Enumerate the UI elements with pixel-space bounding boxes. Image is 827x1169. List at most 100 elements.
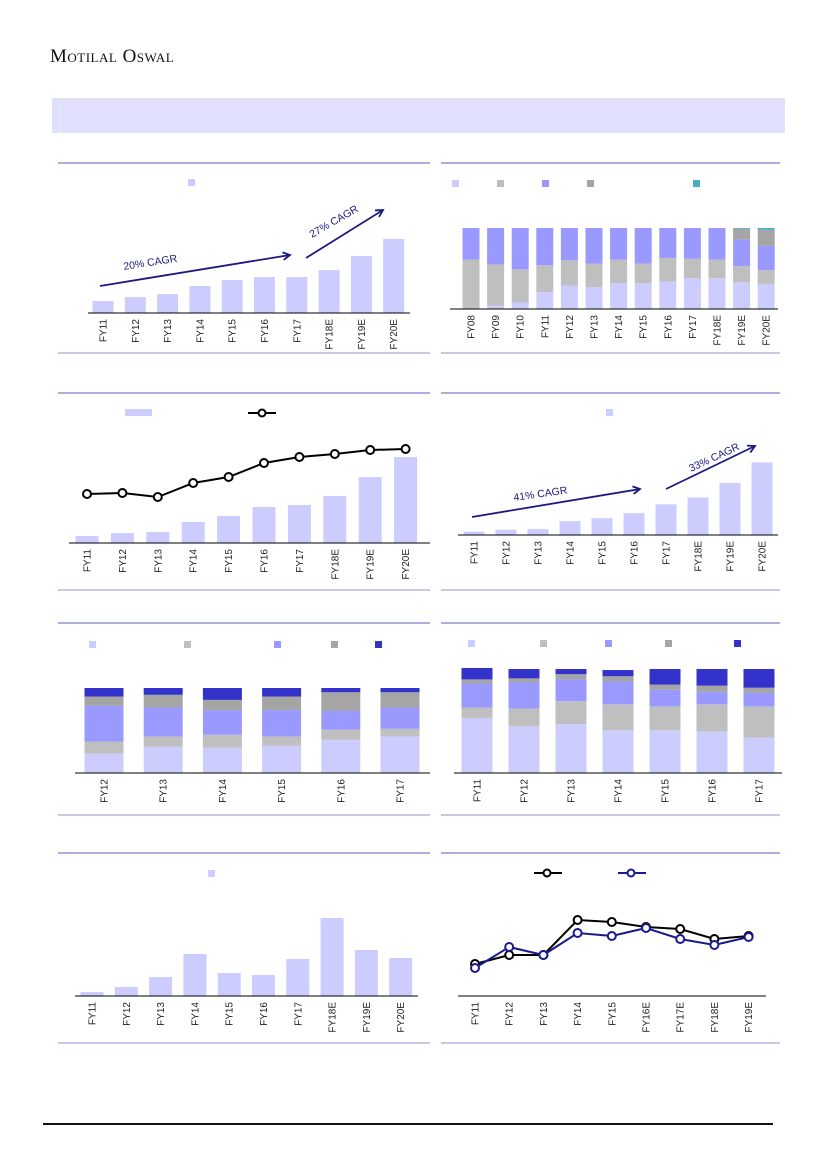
bar-FY16 bbox=[254, 277, 275, 313]
x-tick-label: FY16 bbox=[708, 779, 719, 803]
x-tick-label: FY12 bbox=[131, 319, 142, 343]
x-tick-label: FY17 bbox=[662, 541, 673, 565]
x-tick-label: FY12 bbox=[118, 549, 129, 573]
legend-swatch bbox=[734, 640, 741, 647]
x-tick-label: FY11 bbox=[83, 549, 94, 573]
stack-segment-FY17-2 bbox=[380, 707, 420, 729]
stack-segment-FY16-1 bbox=[696, 704, 728, 732]
stack-segment-FY19E-4 bbox=[733, 228, 751, 229]
x-tick-label: FY13 bbox=[567, 779, 578, 803]
chart-c3: FY11 FY12 FY13 FY14 FY15 FY16 FY17 FY18E FY19E FY… bbox=[69, 444, 430, 580]
legend-swatch bbox=[208, 870, 215, 877]
stack-segment-FY12-3 bbox=[508, 678, 540, 683]
legend-swatch bbox=[587, 180, 594, 187]
x-tick-label: FY11 bbox=[470, 541, 481, 565]
x-tick-label: FY19E bbox=[744, 1002, 755, 1033]
x-tick-label: FY12 bbox=[520, 779, 531, 803]
x-tick-label: FY09 bbox=[491, 315, 502, 339]
bar-FY11 bbox=[92, 301, 114, 313]
x-tick-label: FY19E bbox=[357, 319, 368, 350]
stack-segment-FY13-1 bbox=[555, 701, 587, 725]
bar-FY14 bbox=[183, 954, 207, 996]
stack-segment-FY08-2 bbox=[462, 228, 480, 260]
x-tick-label: FY15 bbox=[224, 549, 235, 573]
x-tick-label: FY10 bbox=[516, 315, 527, 339]
data-point-FY19E bbox=[743, 932, 754, 942]
stack-segment-FY17-4 bbox=[380, 688, 420, 693]
legend-swatch bbox=[452, 180, 459, 187]
x-tick-label: FY20E bbox=[389, 319, 400, 350]
legend-swatch bbox=[540, 640, 547, 647]
stack-segment-FY18E-1 bbox=[708, 259, 726, 279]
x-tick-label: FY15 bbox=[639, 315, 650, 339]
chart-c2: FY08 FY09 FY10 FY11 FY12 FY13 FY14 FY15 FY16 FY17… bbox=[450, 228, 778, 346]
data-point-FY17 bbox=[294, 452, 305, 462]
bar-FY14 bbox=[181, 522, 205, 543]
stack-segment-FY13-1 bbox=[143, 736, 183, 747]
stack-segment-FY15-3 bbox=[262, 696, 302, 711]
stack-segment-FY16-2 bbox=[696, 691, 728, 705]
stack-segment-FY16-3 bbox=[696, 685, 728, 692]
x-tick-label: FY15 bbox=[607, 1002, 618, 1026]
bar-FY20E bbox=[394, 457, 418, 543]
bar-FY18E bbox=[320, 918, 344, 996]
chart-c4: FY11 FY12 FY13 FY14 FY15 FY16 FY17 FY18E FY19E FY… bbox=[458, 462, 778, 572]
data-point-FY18E bbox=[329, 449, 340, 459]
cagr-label: 41% CAGR bbox=[513, 484, 569, 503]
stack-segment-FY11-0 bbox=[536, 291, 554, 309]
stack-segment-FY16-3 bbox=[321, 692, 361, 711]
stack-segment-FY12-2 bbox=[84, 705, 124, 742]
data-point-FY13 bbox=[538, 950, 549, 960]
x-tick-label: FY13 bbox=[590, 315, 601, 339]
stack-segment-FY14-2 bbox=[202, 710, 242, 735]
bar-FY13 bbox=[146, 532, 170, 543]
bar-FY20E bbox=[751, 462, 773, 535]
data-point-FY12 bbox=[504, 950, 515, 960]
data-point-FY15 bbox=[606, 931, 617, 941]
x-tick-label: FY14 bbox=[218, 779, 229, 803]
stack-segment-FY13-1 bbox=[585, 263, 603, 288]
legend-swatch bbox=[188, 179, 195, 186]
x-tick-label: FY18E bbox=[325, 319, 336, 350]
bar-FY12 bbox=[124, 297, 146, 313]
stack-segment-FY14-2 bbox=[602, 681, 634, 705]
bar-FY12 bbox=[114, 987, 138, 996]
legend-swatch bbox=[331, 641, 338, 648]
bar-FY16 bbox=[252, 507, 276, 543]
x-tick-label: FY19E bbox=[737, 315, 748, 346]
stack-segment-FY12-3 bbox=[84, 696, 124, 706]
legend-swatch bbox=[665, 640, 672, 647]
stack-segment-FY19E-1 bbox=[733, 266, 751, 283]
stack-segment-FY12-4 bbox=[508, 669, 540, 679]
x-tick-label: FY16 bbox=[260, 549, 271, 573]
data-point-FY11 bbox=[470, 963, 480, 973]
bar-FY19E bbox=[350, 256, 372, 313]
stack-segment-FY13-2 bbox=[143, 707, 183, 737]
stack-segment-FY16-4 bbox=[696, 669, 728, 686]
chart-c7: FY11 FY12 FY13 FY14 FY15 FY16 FY17 FY18E FY19E FY… bbox=[75, 918, 418, 1033]
data-point-FY19E bbox=[365, 445, 376, 455]
stack-segment-FY12-0 bbox=[84, 753, 124, 773]
x-tick-label: FY13 bbox=[156, 1002, 167, 1026]
bar-FY11 bbox=[463, 531, 485, 535]
cagr-label: 20% CAGR bbox=[123, 253, 179, 273]
data-point-FY14 bbox=[572, 928, 583, 938]
x-tick-label: FY15 bbox=[598, 541, 609, 565]
x-tick-label: FY16 bbox=[336, 779, 347, 803]
x-tick-label: FY18E bbox=[330, 549, 341, 580]
x-tick-label: FY14 bbox=[566, 541, 577, 565]
x-tick-label: FY17 bbox=[293, 1002, 304, 1026]
bar-FY18E bbox=[687, 497, 709, 535]
legend-swatch bbox=[605, 640, 612, 647]
x-tick-label: FY13 bbox=[534, 541, 545, 565]
data-point-FY15 bbox=[223, 472, 234, 482]
bar-FY17 bbox=[655, 504, 677, 535]
stack-segment-FY15-3 bbox=[649, 684, 681, 690]
stack-segment-FY13-0 bbox=[555, 724, 587, 773]
x-tick-label: FY14 bbox=[614, 779, 625, 803]
legend-swatch bbox=[274, 641, 281, 648]
chart-c5: FY12 FY13 FY14 FY15 FY16 FY17 bbox=[75, 688, 430, 803]
stack-segment-FY17-2 bbox=[743, 692, 775, 707]
band-accent bbox=[59, 104, 60, 133]
x-tick-label: FY14 bbox=[195, 319, 206, 343]
